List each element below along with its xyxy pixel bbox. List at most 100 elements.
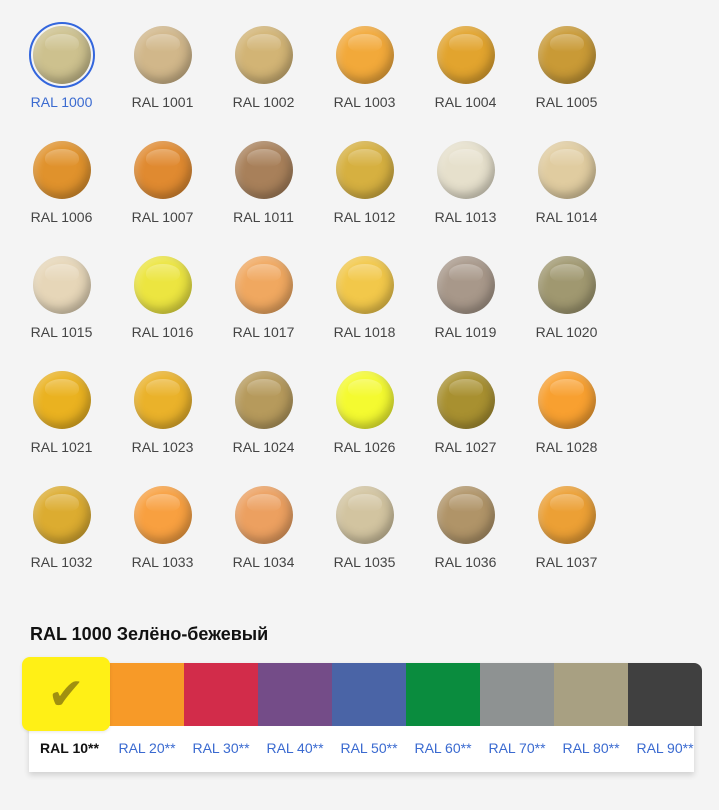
selected-group-tile[interactable]: ✔	[22, 657, 110, 731]
color-swatch[interactable]: RAL 1000	[11, 20, 112, 135]
color-sphere	[537, 141, 596, 199]
color-sphere	[133, 486, 192, 544]
swatch-ring	[332, 482, 398, 548]
group-tab[interactable]: RAL 40**	[258, 663, 332, 772]
swatch-ring	[534, 367, 600, 433]
color-sphere	[436, 141, 495, 199]
color-swatch[interactable]: RAL 1018	[314, 250, 415, 365]
swatch-ring	[231, 137, 297, 203]
swatch-label: RAL 1035	[333, 554, 396, 570]
swatch-ring	[29, 137, 95, 203]
swatch-label: RAL 1007	[131, 209, 194, 225]
swatch-ring	[130, 482, 196, 548]
color-swatch[interactable]: RAL 1021	[11, 365, 112, 480]
color-swatch[interactable]: RAL 1003	[314, 20, 415, 135]
swatch-ring	[29, 252, 95, 318]
swatch-ring	[534, 252, 600, 318]
swatch-label: RAL 1034	[232, 554, 295, 570]
color-swatch[interactable]: RAL 1013	[415, 135, 516, 250]
color-sphere	[537, 371, 596, 429]
group-label: RAL 90**	[636, 740, 694, 756]
swatch-label: RAL 1032	[30, 554, 93, 570]
group-label: RAL 80**	[562, 740, 620, 756]
group-swatch	[628, 663, 702, 726]
swatch-label: RAL 1001	[131, 94, 194, 110]
color-sphere	[537, 256, 596, 314]
color-swatch[interactable]: RAL 1001	[112, 20, 213, 135]
swatch-label: RAL 1005	[535, 94, 598, 110]
color-swatch[interactable]: RAL 1037	[516, 480, 617, 595]
swatch-ring	[433, 137, 499, 203]
color-swatch[interactable]: RAL 1020	[516, 250, 617, 365]
color-sphere	[537, 486, 596, 544]
color-swatch[interactable]: RAL 1033	[112, 480, 213, 595]
group-tab[interactable]: RAL 80**	[554, 663, 628, 772]
swatch-ring	[231, 367, 297, 433]
color-swatch[interactable]: RAL 1024	[213, 365, 314, 480]
swatch-label: RAL 1015	[30, 324, 93, 340]
color-sphere	[234, 486, 293, 544]
color-swatch[interactable]: RAL 1026	[314, 365, 415, 480]
color-swatch[interactable]: RAL 1011	[213, 135, 314, 250]
color-swatch[interactable]: RAL 1005	[516, 20, 617, 135]
color-sphere	[436, 486, 495, 544]
color-sphere	[537, 26, 596, 84]
swatch-label: RAL 1011	[233, 209, 294, 225]
color-swatch[interactable]: RAL 1007	[112, 135, 213, 250]
color-swatch[interactable]: RAL 1027	[415, 365, 516, 480]
color-swatch[interactable]: RAL 1004	[415, 20, 516, 135]
color-sphere	[234, 141, 293, 199]
group-tab[interactable]: RAL 70**	[480, 663, 554, 772]
group-tab[interactable]: RAL 30**	[184, 663, 258, 772]
selected-color-title: RAL 1000 Зелёно-бежевый	[30, 624, 269, 644]
swatch-ring	[332, 137, 398, 203]
group-tab[interactable]: RAL 50**	[332, 663, 406, 772]
color-sphere	[133, 26, 192, 84]
group-tab[interactable]: RAL 20**	[110, 663, 184, 772]
swatch-ring	[433, 22, 499, 88]
group-tab[interactable]: RAL 60**	[406, 663, 480, 772]
color-swatch[interactable]: RAL 1014	[516, 135, 617, 250]
color-swatch[interactable]: RAL 1002	[213, 20, 314, 135]
group-tab[interactable]: RAL 90**	[628, 663, 702, 772]
group-swatch	[258, 663, 332, 726]
color-sphere	[436, 256, 495, 314]
color-sphere	[133, 371, 192, 429]
swatch-label: RAL 1028	[535, 439, 598, 455]
group-swatch	[554, 663, 628, 726]
color-swatch[interactable]: RAL 1034	[213, 480, 314, 595]
swatch-label: RAL 1020	[535, 324, 598, 340]
color-swatch[interactable]: RAL 1015	[11, 250, 112, 365]
color-sphere	[32, 256, 91, 314]
swatch-ring	[231, 252, 297, 318]
swatch-label: RAL 1003	[333, 94, 396, 110]
color-swatch[interactable]: RAL 1017	[213, 250, 314, 365]
swatch-label: RAL 1023	[131, 439, 194, 455]
swatch-label: RAL 1024	[232, 439, 295, 455]
swatch-label: RAL 1013	[434, 209, 497, 225]
swatch-ring	[29, 367, 95, 433]
swatch-ring	[534, 22, 600, 88]
group-label: RAL 20**	[118, 740, 176, 756]
color-swatch[interactable]: RAL 1016	[112, 250, 213, 365]
color-swatch[interactable]: RAL 1019	[415, 250, 516, 365]
color-swatch[interactable]: RAL 1032	[11, 480, 112, 595]
color-grid: RAL 1000 RAL 1001 RAL 1002 RAL 1003 RAL 1004…	[11, 20, 617, 595]
swatch-ring	[332, 252, 398, 318]
color-swatch[interactable]: RAL 1028	[516, 365, 617, 480]
swatch-label: RAL 1017	[232, 324, 295, 340]
swatch-ring	[130, 137, 196, 203]
color-swatch[interactable]: RAL 1036	[415, 480, 516, 595]
color-swatch[interactable]: RAL 1012	[314, 135, 415, 250]
color-sphere	[32, 371, 91, 429]
color-swatch[interactable]: RAL 1006	[11, 135, 112, 250]
group-label: RAL 60**	[414, 740, 472, 756]
swatch-label: RAL 1000	[30, 94, 93, 110]
color-sphere	[32, 486, 91, 544]
swatch-label: RAL 1012	[333, 209, 396, 225]
group-label: RAL 30**	[192, 740, 250, 756]
color-swatch[interactable]: RAL 1035	[314, 480, 415, 595]
swatch-ring	[433, 252, 499, 318]
color-sphere	[436, 371, 495, 429]
color-swatch[interactable]: RAL 1023	[112, 365, 213, 480]
